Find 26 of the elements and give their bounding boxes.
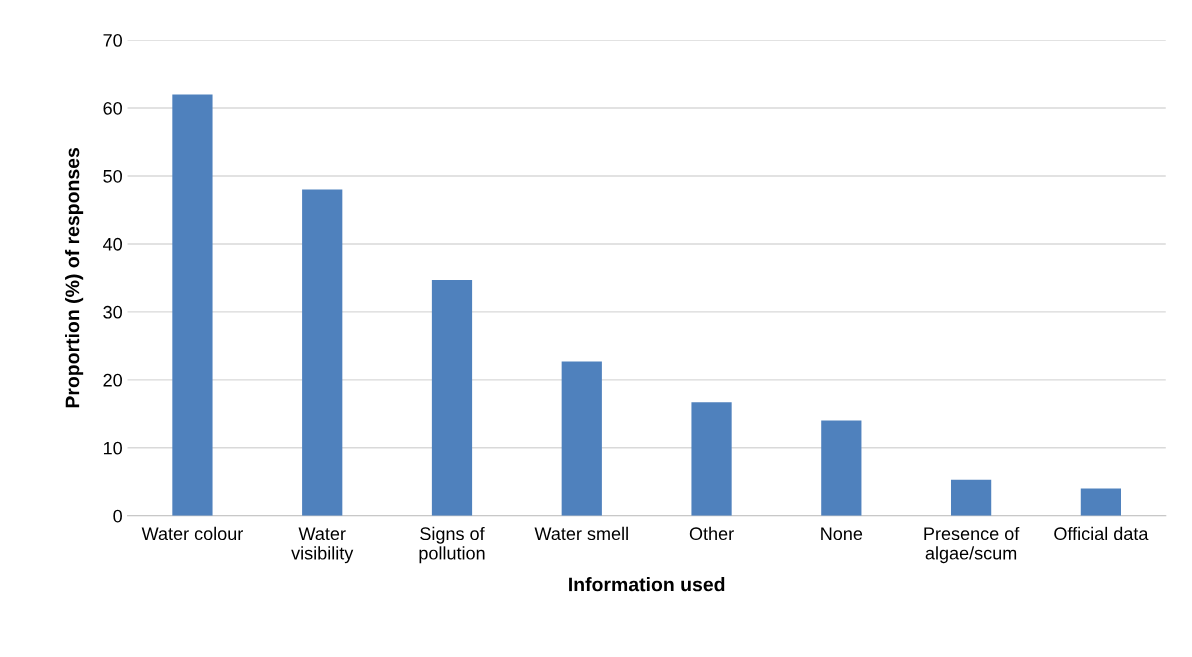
x-tick-label: Official data [1054, 526, 1149, 541]
x-tick-label: Water colour [141, 526, 243, 541]
bar [431, 279, 473, 516]
x-tick-label: Water smell [534, 526, 628, 541]
y-tick-label: 0 [113, 509, 122, 523]
bar [1080, 488, 1121, 516]
y-tick-label: 20 [103, 373, 122, 387]
bar [561, 361, 602, 516]
bar [821, 420, 862, 516]
y-axis-title: Proportion (%) of responses [65, 147, 84, 408]
x-axis-title: Information used [569, 577, 725, 592]
x-tick-label: Other [689, 526, 734, 541]
y-tick-label: 30 [103, 305, 122, 319]
bar [172, 94, 213, 516]
bar [950, 479, 992, 516]
x-tick-label: None [821, 527, 863, 541]
x-tick-label: Presence of algae/scum [924, 526, 1020, 564]
y-tick-label: 60 [103, 101, 122, 115]
x-tick-label: Water visibility [291, 527, 354, 564]
x-tick-label: Signs of pollution [419, 526, 485, 564]
y-tick-label: 50 [103, 169, 122, 183]
y-tick-label: 40 [103, 237, 122, 251]
y-tick-label: 10 [103, 441, 122, 455]
bar [691, 402, 732, 516]
bar [302, 189, 343, 516]
y-tick-label: 70 [103, 34, 122, 47]
